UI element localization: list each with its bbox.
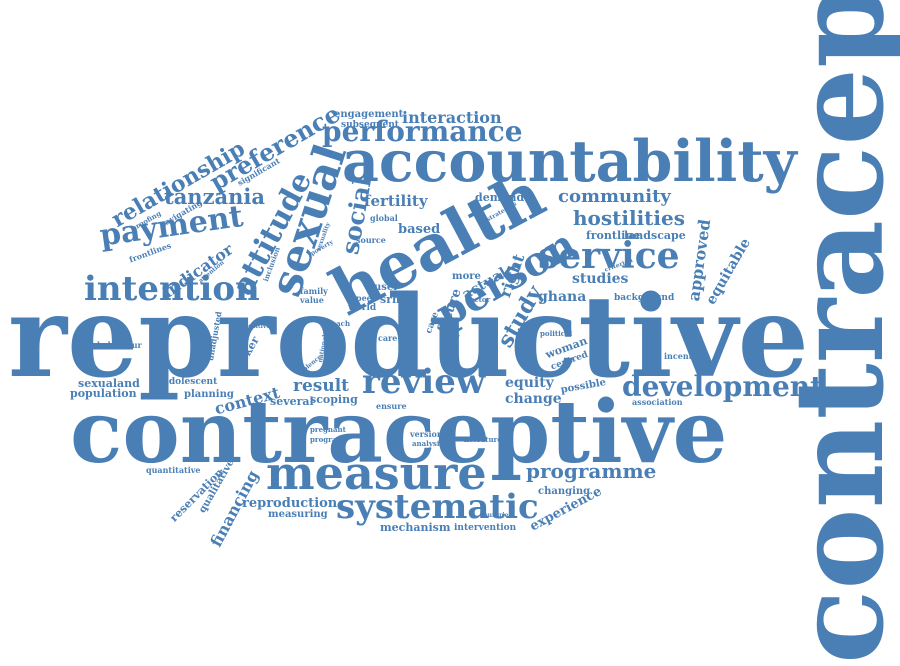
- word-subsequent: subsequent: [341, 120, 399, 130]
- word-ensure: ensure: [376, 401, 407, 411]
- word-background: background: [614, 293, 675, 303]
- word-planning: planning: [184, 389, 234, 400]
- word-sector: sector: [466, 295, 491, 304]
- word-demand: demand: [475, 191, 525, 204]
- word-literature: literature: [464, 435, 502, 444]
- word-reach: reach: [328, 319, 351, 328]
- word-intention: intention: [84, 269, 260, 309]
- word-world: world: [348, 303, 377, 313]
- word-programme: programme: [526, 459, 657, 483]
- word-user: user: [374, 282, 399, 293]
- word-community: community: [558, 186, 671, 207]
- word-frontline: frontline: [586, 229, 641, 242]
- word-adolescent: adolescent: [163, 377, 218, 387]
- word-family: family: [300, 286, 328, 296]
- word-service: service: [538, 235, 680, 277]
- word-landscape: landscape: [624, 229, 686, 242]
- word-program: program: [310, 435, 344, 444]
- word-quantitative: quantitative: [146, 465, 201, 475]
- word-interaction: interaction: [402, 108, 502, 127]
- word-pregnant: pregnant: [310, 425, 346, 434]
- word-measure: measure: [266, 446, 487, 500]
- word-change: change: [505, 391, 562, 407]
- word-several: several: [270, 395, 314, 408]
- word-measuring: measuring: [268, 509, 328, 520]
- word-development: development: [622, 370, 824, 403]
- word-intervention: intervention: [454, 523, 517, 533]
- word-positive: positive: [244, 323, 271, 330]
- word-mechanism: mechanism: [380, 521, 451, 534]
- word-value: value: [300, 295, 324, 305]
- word-fertility: fertility: [364, 192, 428, 210]
- word-result: result: [293, 376, 350, 396]
- word-performance: performance: [322, 115, 523, 148]
- word-accountability: accountability: [342, 128, 797, 195]
- word-incentive: incentive: [664, 351, 706, 361]
- word-reproductive: reproductive: [8, 272, 809, 403]
- word-political: political: [540, 329, 573, 338]
- word-sexualand: sexualand: [78, 377, 140, 390]
- word-based: based: [398, 222, 441, 237]
- word-behaviour: behaviour: [97, 340, 142, 350]
- word-srhr: srhr: [380, 293, 406, 306]
- word-changing: changing: [538, 486, 591, 497]
- word-peer: peer: [356, 293, 376, 303]
- word-hostilities: hostilities: [573, 206, 685, 230]
- word-more: more: [452, 271, 481, 282]
- word-systematic: systematic: [336, 487, 539, 527]
- word-version: version: [410, 429, 443, 439]
- word-contraceptive: contraceptive: [70, 382, 728, 483]
- word-global: global: [370, 213, 398, 223]
- word-association: association: [632, 397, 683, 407]
- word-scoping: scoping: [310, 393, 358, 406]
- word-ghana: ghana: [538, 289, 587, 305]
- word-reproduction: reproduction: [242, 496, 338, 511]
- word-analysis: analysis: [412, 439, 444, 448]
- word-tanzania: tanzania: [164, 184, 265, 209]
- word-source: source: [356, 235, 386, 245]
- word-studies: studies: [572, 271, 629, 287]
- word-engagement: engagement: [334, 109, 404, 120]
- word-review: review: [362, 362, 486, 402]
- word-equity: equity: [505, 375, 554, 391]
- word-care: care: [378, 333, 398, 343]
- word-countrie: countrie: [480, 512, 509, 519]
- word-population: population: [70, 387, 137, 400]
